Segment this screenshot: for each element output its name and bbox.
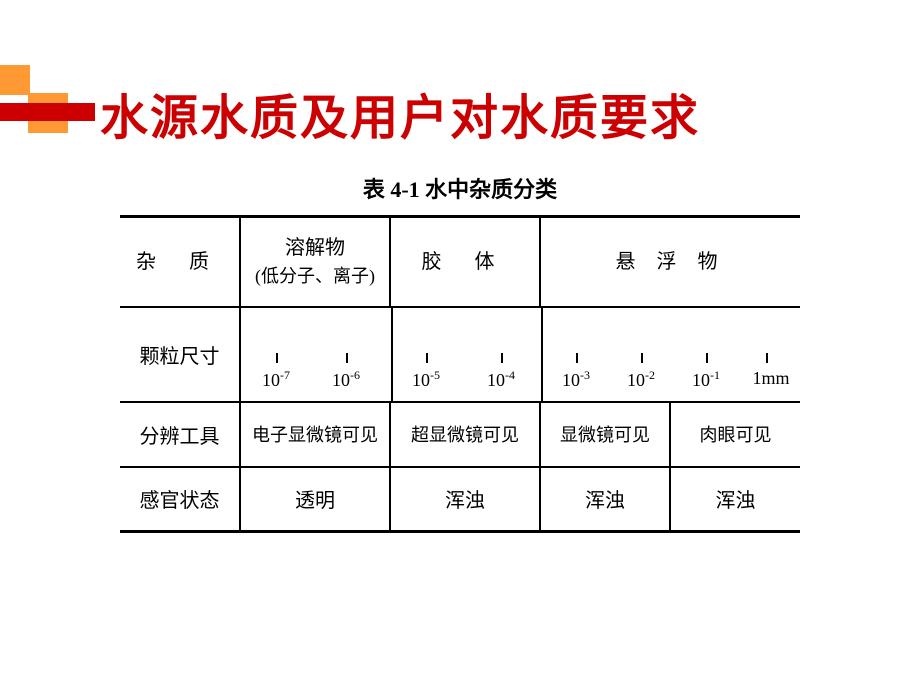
size-scale-cell: 10-7 10-6 10-5 10-4 10-3 10-2 10-1 1mm	[240, 307, 800, 402]
sense-cell: 透明	[240, 467, 390, 532]
header-cell-colloid: 胶 体	[390, 217, 540, 307]
row-label: 分辨工具	[120, 402, 240, 467]
table-row-tool: 分辨工具 电子显微镜可见 超显微镜可见 显微镜可见 肉眼可见	[120, 402, 800, 467]
row-label: 杂 质	[120, 217, 240, 307]
tool-cell: 肉眼可见	[670, 402, 800, 467]
table-row-header: 杂 质 溶解物 (低分子、离子) 胶 体 悬 浮 物	[120, 217, 800, 307]
sense-cell: 浑浊	[390, 467, 540, 532]
row-label: 感官状态	[120, 467, 240, 532]
tool-cell: 电子显微镜可见	[240, 402, 390, 467]
classification-table: 杂 质 溶解物 (低分子、离子) 胶 体 悬 浮 物 颗粒尺寸 10-7 10-…	[120, 215, 800, 533]
tool-cell: 超显微镜可见	[390, 402, 540, 467]
sense-cell: 浑浊	[540, 467, 670, 532]
row-label: 颗粒尺寸	[120, 307, 240, 402]
table-row-sense: 感官状态 透明 浑浊 浑浊 浑浊	[120, 467, 800, 532]
page-title: 水源水质及用户对水质要求	[100, 78, 700, 148]
sense-cell: 浑浊	[670, 467, 800, 532]
header-cell-suspended: 悬 浮 物	[540, 217, 800, 307]
header-cell-dissolved: 溶解物 (低分子、离子)	[240, 217, 390, 307]
table-row-size: 颗粒尺寸 10-7 10-6 10-5 10-4 10-3 10-2 10	[120, 307, 800, 402]
tool-cell: 显微镜可见	[540, 402, 670, 467]
table-caption: 表 4-1 水中杂质分类	[0, 172, 920, 204]
